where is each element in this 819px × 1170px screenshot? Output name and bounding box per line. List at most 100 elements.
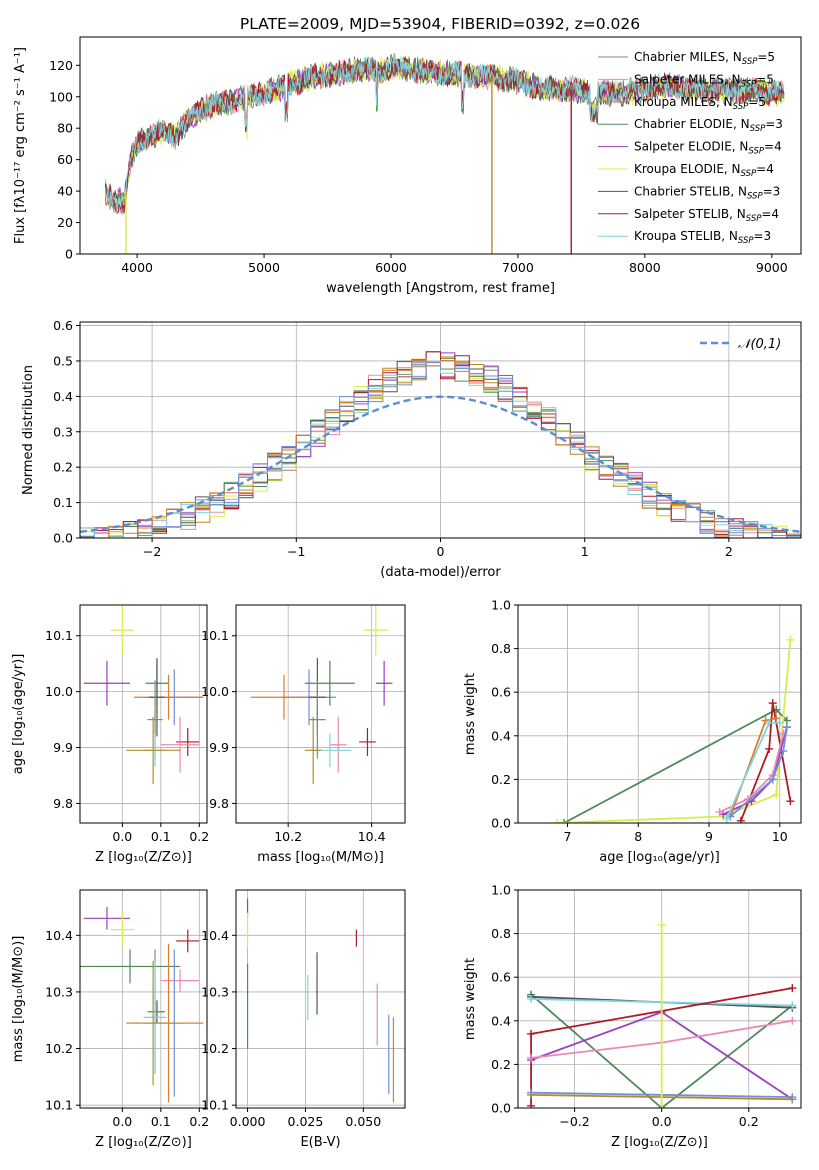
spectrum-line-8 [105,54,785,214]
y-tick-label: 10.1 [45,628,73,643]
y-axis-label: Flux [fλ10⁻¹⁷ erg cm⁻² s⁻¹ A⁻¹] [13,47,28,244]
x-tick-label: 0.0 [112,1114,132,1129]
x-tick-label: 0.025 [288,1114,324,1129]
axes-frame [235,889,406,1109]
x-tick-label: 7 [564,829,572,844]
legend-suffix: =5 [756,72,774,86]
errorbar-point [126,960,181,1086]
x-axis-label: E(B-V) [300,1135,340,1150]
errorbar-point [126,716,181,784]
y-tick-label: 9.8 [209,796,229,811]
legend-subscript: SSP [746,214,762,224]
y-tick-label: 20 [57,215,73,230]
y-tick-label: 40 [57,184,73,199]
y-tick-label: 0.3 [53,424,73,439]
legend-label: Chabrier MILES, NSSP=5 [634,50,775,67]
y-tick-label: 1.0 [491,598,511,613]
legend-suffix: =5 [748,95,766,109]
y-tick-label: 0.4 [491,728,511,743]
y-tick-label: 0.5 [53,353,73,368]
y-tick-label: 10.1 [45,1098,73,1113]
x-tick-label: 0.050 [345,1114,381,1129]
errorbar-point [363,605,389,656]
legend-label: Kroupa STELIB, NSSP=3 [634,229,771,246]
errorbar-point [160,716,200,773]
y-tick-label: 10.3 [201,984,229,999]
legend-label: Kroupa ELODIE, NSSP=4 [634,162,774,179]
x-axis-label: Z [log₁₀(Z/Z⊙)] [95,850,192,865]
y-tick-label: 1.0 [491,883,511,898]
chart-z_weight: −0.2 0.0 0.2 0.0 0.2 0.4 0.6 0.8 1.0 Z [log₁₀(Z/Z… [463,883,802,1150]
y-tick-label: 0.0 [53,531,73,546]
y-axis-label: mass weight [463,958,478,1040]
x-tick-label: 9 [705,829,713,844]
y-tick-label: 60 [57,152,73,167]
x-tick-label: 4000 [121,260,153,275]
y-axis-label: mass weight [463,673,478,755]
y-tick-label: 10.2 [201,1041,229,1056]
y-tick-label: 0.6 [491,685,511,700]
x-tick-label: 6000 [375,260,407,275]
axes-frame [517,889,802,1109]
x-tick-label: 2 [725,544,733,559]
axes-frame [235,604,406,824]
legend-subscript: SSP [733,102,749,112]
legend-spectrum: Chabrier MILES, NSSP=5 Salpeter MILES, NS… [598,50,783,246]
legend-suffix: =3 [754,229,772,243]
chart-spectrum: Chabrier MILES, NSSP=5 Salpeter MILES, NS… [13,36,802,296]
plot-area-z_age [83,605,204,784]
y-tick-label: 0.8 [491,926,511,941]
weight-line-0 [530,993,793,1108]
x-tick-label: 0.0 [112,829,132,844]
x-tick-label: 10.2 [274,829,302,844]
x-tick-label: 8000 [629,260,661,275]
errorbar-point [149,658,165,737]
plot-area-ebv_mass [246,898,395,1103]
y-tick-label: 0 [65,247,73,262]
y-tick-label: 80 [57,121,73,136]
plot-area-age_weight [552,635,795,823]
chart-z_mass: 0.0 0.1 0.2 10.1 10.2 10.3 10.4 Z [log₁₀(Z/Z⊙)]… [11,889,209,1150]
weight-line-1 [556,639,792,823]
legend-subscript: SSP [738,236,754,246]
x-tick-label: −0.2 [559,1114,589,1129]
x-tick-label: 7000 [502,260,534,275]
x-tick-label: 1 [581,544,589,559]
y-tick-label: 0.6 [491,970,511,985]
errorbar-point [304,660,355,706]
legend-subscript: SSP [750,124,766,134]
errorbar-point [160,969,200,992]
weight-line-0 [563,708,788,823]
axes-frame [79,604,208,824]
legend-suffix: =4 [761,207,779,221]
y-tick-label: 10.1 [201,1098,229,1113]
legend-residuals: 𝒩(0,1) [700,337,781,352]
y-tick-label: 0.8 [491,641,511,656]
y-tick-label: 100 [49,89,73,104]
y-tick-label: 10.3 [45,984,73,999]
x-axis-label: age [log₁₀(age/yr)] [599,850,720,865]
x-tick-label: 5000 [248,260,280,275]
x-tick-label: 0.1 [151,829,171,844]
legend-suffix: =4 [764,140,782,154]
chart-ebv_mass: 0.000 0.025 0.050 10.1 10.2 10.3 10.4 E(B-V) [201,889,406,1150]
legend-subscript: SSP [741,79,757,89]
legend-label: Salpeter STELIB, NSSP=4 [634,207,779,224]
y-tick-label: 0.2 [491,772,511,787]
x-tick-label: 0.2 [189,829,209,844]
y-tick-label: 10.4 [201,928,229,943]
y-tick-label: 9.9 [209,740,229,755]
legend-subscript: SSP [748,147,764,157]
errorbar-point [80,949,181,984]
errorbar-point [304,716,322,784]
plot-area-residuals [80,351,801,538]
errorbar-point [110,912,134,947]
chart-z_age: 0.0 0.1 0.2 9.8 9.9 10.0 10.1 Z [log₁₀(Z/Z⊙)] ag… [11,604,209,865]
x-tick-label: 0.2 [189,1114,209,1129]
x-tick-label: 8 [634,829,642,844]
y-tick-label: 10.1 [201,628,229,643]
x-tick-label: 0.0 [652,1114,672,1129]
errorbar-point [83,906,131,930]
x-axis-label: Z [log₁₀(Z/Z⊙)] [95,1135,192,1150]
axes-frame [79,889,208,1109]
